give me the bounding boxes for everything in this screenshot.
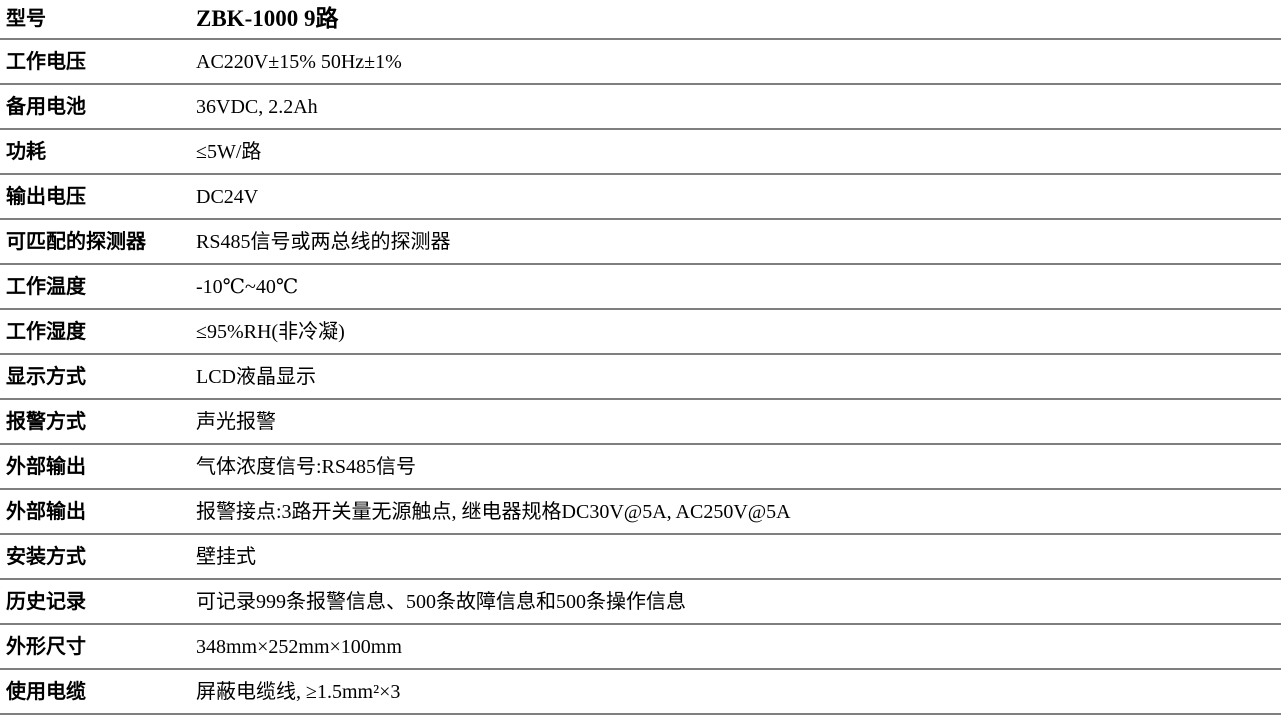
spec-row: 工作电压 AC220V±15% 50Hz±1%	[0, 40, 1281, 85]
spec-label: 工作湿度	[6, 320, 86, 343]
spec-row: 可匹配的探测器 RS485信号或两总线的探测器	[0, 220, 1281, 265]
spec-row: 备用电池 36VDC, 2.2Ah	[0, 85, 1281, 130]
spec-value: 报警接点:3路开关量无源触点, 继电器规格DC30V@5A, AC250V@5A	[196, 500, 791, 523]
spec-value: ≤95%RH(非冷凝)	[196, 320, 345, 343]
spec-value: LCD液晶显示	[196, 365, 316, 388]
spec-value: 可记录999条报警信息、500条故障信息和500条操作信息	[196, 590, 686, 613]
spec-row: 外部输出 报警接点:3路开关量无源触点, 继电器规格DC30V@5A, AC25…	[0, 490, 1281, 535]
spec-value: DC24V	[196, 185, 259, 208]
spec-row: 报警方式 声光报警	[0, 400, 1281, 445]
spec-value: 壁挂式	[196, 545, 256, 568]
spec-value: -10℃~40℃	[196, 275, 299, 298]
spec-row: 外部输出 气体浓度信号:RS485信号	[0, 445, 1281, 490]
spec-row: 功耗 ≤5W/路	[0, 130, 1281, 175]
spec-value: 36VDC, 2.2Ah	[196, 95, 318, 118]
spec-label: 使用电缆	[6, 680, 86, 703]
spec-row: 安装方式 壁挂式	[0, 535, 1281, 580]
spec-label: 功耗	[6, 140, 46, 163]
spec-label: 安装方式	[6, 545, 86, 568]
spec-row: 工作湿度 ≤95%RH(非冷凝)	[0, 310, 1281, 355]
spec-value: 声光报警	[196, 410, 276, 433]
spec-label: 外部输出	[6, 455, 86, 478]
spec-label: 显示方式	[6, 365, 86, 388]
spec-value: ≤5W/路	[196, 140, 262, 163]
spec-row: 显示方式 LCD液晶显示	[0, 355, 1281, 400]
spec-label: 备用电池	[6, 95, 86, 118]
spec-row: 输出电压 DC24V	[0, 175, 1281, 220]
spec-label: 外形尺寸	[6, 635, 86, 658]
spec-value-model: ZBK-1000 9路	[196, 6, 339, 32]
spec-label: 报警方式	[6, 410, 86, 433]
spec-value: AC220V±15% 50Hz±1%	[196, 50, 402, 73]
spec-label: 型号	[6, 8, 46, 30]
spec-label: 输出电压	[6, 185, 86, 208]
spec-row: 外形尺寸 348mm×252mm×100mm	[0, 625, 1281, 670]
spec-row: 工作温度 -10℃~40℃	[0, 265, 1281, 310]
spec-row: 历史记录 可记录999条报警信息、500条故障信息和500条操作信息	[0, 580, 1281, 625]
spec-label: 工作电压	[6, 50, 86, 73]
spec-row: 使用电缆 屏蔽电缆线, ≥1.5mm²×3	[0, 670, 1281, 715]
spec-value: 屏蔽电缆线, ≥1.5mm²×3	[196, 680, 401, 703]
spec-value: 348mm×252mm×100mm	[196, 635, 402, 658]
spec-label: 可匹配的探测器	[6, 230, 146, 253]
spec-row-model: 型号 ZBK-1000 9路	[0, 0, 1281, 40]
spec-value: RS485信号或两总线的探测器	[196, 230, 451, 253]
spec-label: 历史记录	[6, 590, 86, 613]
spec-label: 工作温度	[6, 275, 86, 298]
spec-value: 气体浓度信号:RS485信号	[196, 455, 417, 478]
spec-label: 外部输出	[6, 500, 86, 523]
